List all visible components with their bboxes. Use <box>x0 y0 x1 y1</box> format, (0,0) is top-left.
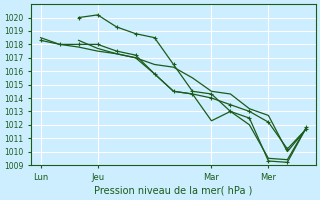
X-axis label: Pression niveau de la mer( hPa ): Pression niveau de la mer( hPa ) <box>94 186 253 196</box>
